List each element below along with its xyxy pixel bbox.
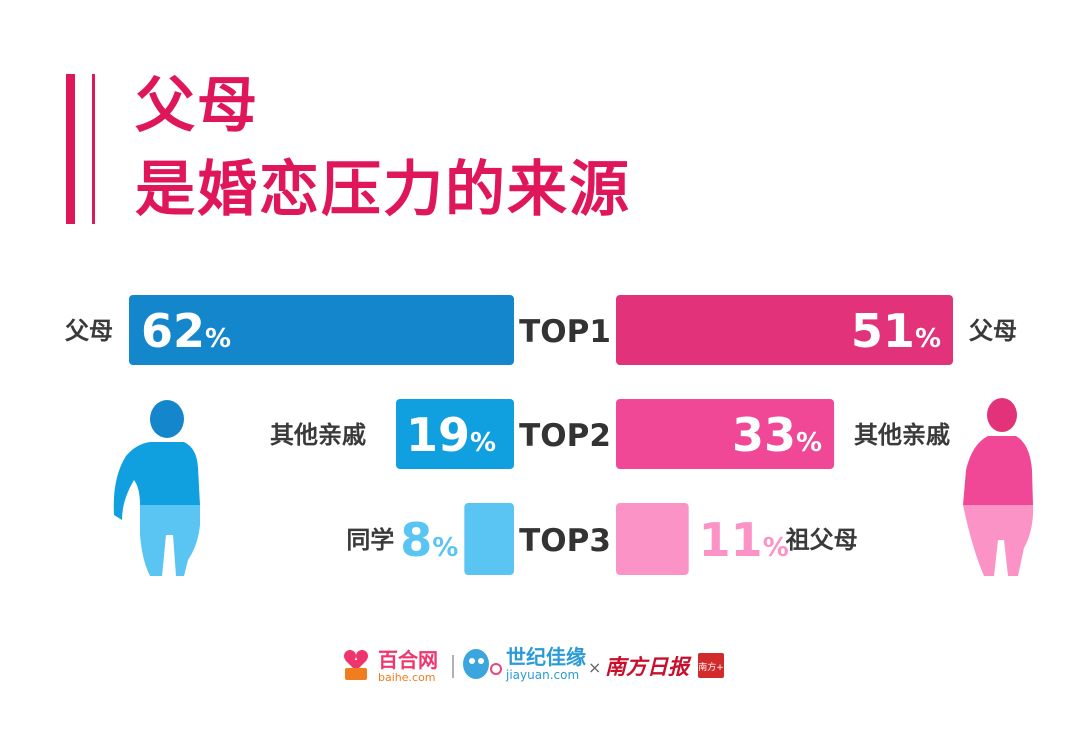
right-label-3: 祖父母	[786, 526, 858, 554]
jiayuan-url: jiayuan.com	[505, 668, 579, 682]
female-figure-icon	[963, 398, 1034, 576]
left-label-1: 父母	[65, 317, 113, 345]
title-accent-bar	[66, 74, 75, 224]
left-label-2: 其他亲戚	[270, 421, 366, 449]
title-line-1: 父母	[135, 71, 259, 141]
right-bars-group: 51% 父母 33% 其他亲戚 11%祖父母	[616, 295, 1017, 575]
baihe-name: 百合网	[378, 648, 438, 672]
baihe-heart-icon	[344, 650, 368, 680]
rank-label-3: TOP3	[519, 523, 611, 559]
left-value-2: 19%	[406, 408, 496, 462]
left-value-3: 8%	[400, 513, 458, 567]
left-bar-2	[396, 399, 514, 469]
jiayuan-mascot-icon	[463, 649, 502, 679]
left-value-1: 62%	[141, 304, 231, 358]
right-value-1: 51%	[851, 304, 941, 358]
seal-icon	[698, 653, 724, 678]
male-figure-icon	[113, 400, 200, 576]
title-line-2: 是婚恋压力的来源	[135, 155, 631, 225]
title-accent-line	[92, 74, 95, 224]
jiayuan-name: 世纪佳缘	[506, 645, 586, 669]
times-sign: ×	[588, 658, 601, 677]
right-label-2: 其他亲戚	[854, 421, 950, 449]
left-bars-group: 62% 父母 19% 其他亲戚 8%同学	[65, 295, 514, 575]
left-label-3: 同学	[346, 526, 394, 554]
left-bar-3	[464, 503, 514, 575]
rank-labels-group: TOP1 TOP2 TOP3	[519, 314, 611, 559]
seal-text: 南方+	[698, 661, 724, 673]
rank-label-1: TOP1	[519, 314, 611, 350]
right-value-2: 33%	[732, 408, 822, 462]
rank-label-2: TOP2	[519, 418, 611, 454]
right-bar-1	[616, 295, 953, 365]
footer-logos: 百合网 baihe.com 世纪佳缘 jiayuan.com × 南方日报 南方…	[340, 640, 740, 690]
right-bar-3	[616, 503, 689, 575]
right-bar-2	[616, 399, 835, 469]
left-bar-1	[129, 295, 514, 365]
right-label-1: 父母	[969, 317, 1017, 345]
right-value-3: 11%	[699, 513, 789, 567]
baihe-url: baihe.com	[378, 671, 436, 684]
newspaper-name: 南方日报	[605, 654, 692, 679]
